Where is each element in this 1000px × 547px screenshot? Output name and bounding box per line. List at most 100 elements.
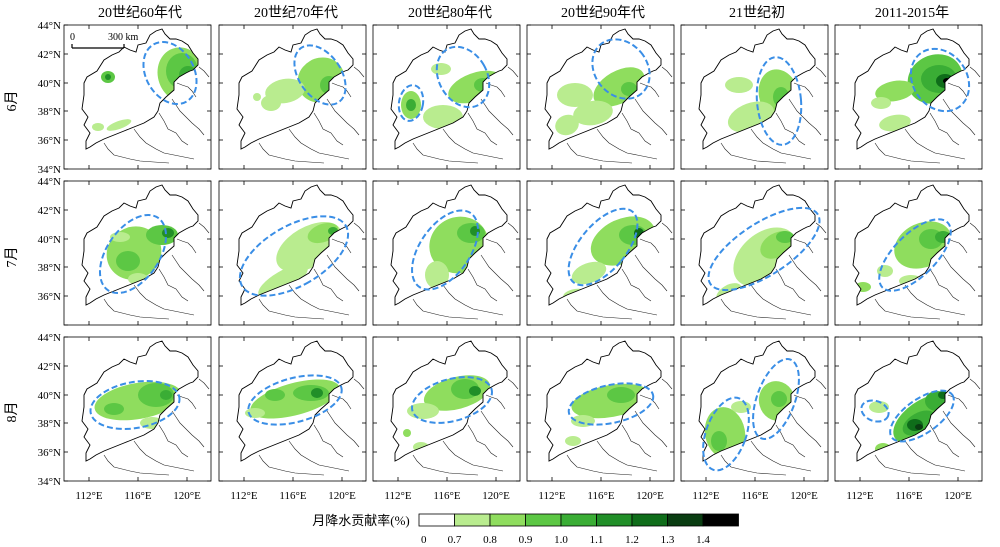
latitude-tick: 40°N bbox=[38, 78, 61, 90]
row-labels: 6月 7月 8月 bbox=[4, 91, 20, 423]
contribution-patch bbox=[138, 383, 174, 407]
panel-frame bbox=[218, 180, 367, 326]
highlight-ellipse bbox=[411, 376, 493, 424]
legend-swatch bbox=[525, 513, 562, 527]
contribution-patch bbox=[875, 80, 915, 102]
highlight-ellipse bbox=[247, 374, 343, 426]
longitude-tick: 112°E bbox=[692, 490, 719, 502]
latitude-tick: 42°N bbox=[38, 205, 61, 217]
contribution-patch bbox=[607, 387, 635, 403]
legend-label: 0 bbox=[421, 534, 427, 546]
longitude-tick: 120°E bbox=[790, 490, 818, 502]
highlight-ellipse bbox=[238, 215, 350, 297]
map-panel bbox=[63, 180, 212, 326]
contribution-patch bbox=[160, 390, 172, 400]
contribution-patch bbox=[265, 389, 285, 401]
highlight-ellipse bbox=[567, 207, 639, 287]
legend: 月降水贡献率(%) 0 0.7 0.8 0.9 1.0 1.1 1.2 1.3 1.4 bbox=[312, 513, 739, 546]
longitude-tick: 116°E bbox=[279, 490, 306, 502]
map-panel bbox=[680, 180, 829, 326]
panel-frame bbox=[834, 180, 983, 326]
legend-swatch bbox=[667, 513, 704, 527]
map-panel bbox=[63, 24, 212, 170]
legend-color-bar bbox=[418, 513, 739, 527]
longitude-tick: 116°E bbox=[895, 490, 922, 502]
contribution-patch bbox=[92, 123, 104, 131]
contribution-patch bbox=[162, 228, 174, 238]
contribution-patch bbox=[711, 431, 727, 451]
precipitation-shading bbox=[403, 375, 491, 452]
latitude-tick: 44°N bbox=[38, 332, 61, 344]
precipitation-shading bbox=[555, 67, 645, 149]
longitude-tick-labels: 112°E 116°E 120°E 112°E 116°E 120°E 112°E 116°E… bbox=[75, 490, 972, 502]
contribution-patch bbox=[116, 251, 140, 271]
legend-labels: 0 0.7 0.8 0.9 1.0 1.1 1.2 1.3 1.4 bbox=[421, 534, 710, 546]
contribution-patch bbox=[555, 114, 579, 136]
latitude-tick: 44°N bbox=[38, 176, 61, 188]
highlight-ellipse bbox=[878, 218, 952, 292]
contribution-patch bbox=[106, 119, 132, 131]
panel-frame bbox=[526, 336, 675, 482]
highlight-ellipse bbox=[142, 41, 198, 105]
map-panel bbox=[526, 180, 675, 326]
contribution-patch bbox=[469, 386, 481, 396]
latitude-tick-labels: 44°N42°N40°N38°N36°N34°N44°N42°N40°N38°N… bbox=[38, 20, 61, 488]
legend-swatch bbox=[560, 513, 597, 527]
highlight-ellipse bbox=[98, 213, 168, 295]
longitude-tick: 116°E bbox=[433, 490, 460, 502]
contribution-patch bbox=[871, 97, 891, 109]
panel-frame bbox=[834, 336, 983, 482]
panel-frame bbox=[63, 24, 212, 170]
latitude-tick: 40°N bbox=[38, 390, 61, 402]
legend-swatch bbox=[454, 513, 491, 527]
column-title-5: 21世纪初 bbox=[729, 4, 785, 21]
latitude-tick: 34°N bbox=[38, 476, 61, 488]
highlight-ellipse bbox=[89, 380, 181, 430]
longitude-tick: 116°E bbox=[741, 490, 768, 502]
longitude-tick: 112°E bbox=[75, 490, 102, 502]
map-panel bbox=[63, 336, 212, 482]
panel-frame bbox=[372, 336, 521, 482]
contribution-patch bbox=[104, 403, 124, 415]
latitude-tick: 36°N bbox=[38, 291, 61, 303]
legend-swatch bbox=[418, 513, 455, 527]
longitude-tick: 120°E bbox=[328, 490, 356, 502]
highlight-ellipse bbox=[889, 389, 955, 443]
precipitation-shading bbox=[94, 381, 182, 429]
scale-bar-distance: 300 km bbox=[108, 32, 139, 43]
legend-label: 1.1 bbox=[590, 534, 604, 546]
legend-label: 0.9 bbox=[519, 534, 533, 546]
longitude-tick: 116°E bbox=[124, 490, 151, 502]
legend-label: 1.3 bbox=[661, 534, 675, 546]
contribution-patch bbox=[869, 401, 889, 413]
scale-bar-zero: 0 bbox=[70, 32, 75, 43]
map-panel bbox=[680, 336, 829, 482]
longitude-tick: 116°E bbox=[587, 490, 614, 502]
latitude-tick: 38°N bbox=[38, 106, 61, 118]
map-panel bbox=[834, 336, 983, 482]
panel-frame bbox=[63, 180, 212, 326]
contribution-patch bbox=[261, 95, 281, 111]
map-panel bbox=[372, 24, 521, 170]
latitude-tick: 36°N bbox=[38, 447, 61, 459]
contribution-patch bbox=[557, 83, 593, 107]
scale-bar: 0 300 km bbox=[70, 32, 139, 49]
longitude-tick: 120°E bbox=[173, 490, 201, 502]
highlight-ellipse bbox=[909, 47, 971, 113]
panel-frame bbox=[218, 336, 367, 482]
column-titles: 20世纪60年代 20世纪70年代 20世纪80年代 20世纪90年代 21世纪… bbox=[98, 4, 949, 21]
column-title-2: 20世纪70年代 bbox=[254, 5, 338, 21]
latitude-tick: 36°N bbox=[38, 135, 61, 147]
contribution-patch bbox=[253, 93, 261, 101]
contribution-patch bbox=[258, 264, 308, 298]
map-panels bbox=[63, 24, 983, 482]
panel-frame bbox=[680, 24, 829, 170]
panel-frame bbox=[680, 180, 829, 326]
longitude-tick: 112°E bbox=[538, 490, 565, 502]
column-title-4: 20世纪90年代 bbox=[561, 5, 645, 21]
column-title-6: 2011-2015年 bbox=[875, 5, 949, 21]
longitude-tick: 112°E bbox=[384, 490, 411, 502]
panel-frame bbox=[372, 180, 521, 326]
contribution-patch bbox=[776, 231, 794, 243]
panel-frame bbox=[526, 180, 675, 326]
